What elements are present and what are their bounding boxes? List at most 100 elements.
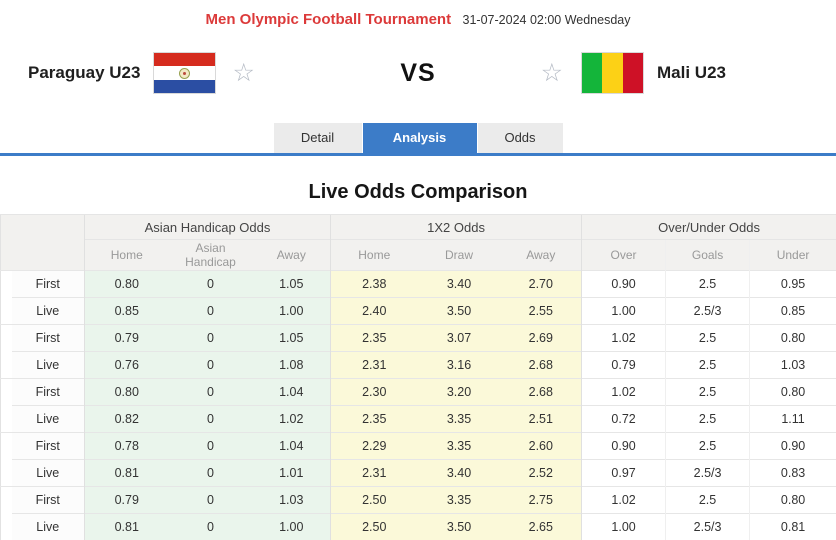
x12-odds-value: 2.52 [500, 459, 582, 487]
asian-handicap-odds-value: 0 [168, 378, 253, 406]
asian-handicap-odds-value: 1.05 [252, 270, 331, 298]
over-under-odds-value: 1.03 [749, 351, 836, 379]
group-header-over-under: Over/Under Odds [581, 214, 836, 240]
row-label-live: Live [11, 405, 85, 433]
over-under-odds-value: 0.95 [749, 270, 836, 298]
row-label-first: First [11, 378, 85, 406]
asian-handicap-odds-value: 1.04 [252, 378, 331, 406]
row-label-first: First [11, 324, 85, 352]
favorite-star-icon[interactable]: ☆ [232, 58, 255, 87]
bookmaker-cell [0, 486, 12, 540]
x12-odds-value: 2.29 [330, 432, 418, 460]
x12-odds-value: 3.35 [417, 405, 501, 433]
tournament-title: Men Olympic Football Tournament [205, 11, 452, 28]
asian-handicap-odds-value: 0.79 [84, 324, 169, 352]
over-under-odds-value: 1.02 [581, 324, 666, 352]
asian-handicap-odds-value: 1.01 [252, 459, 331, 487]
table-header: Asian Handicap Odds 1X2 Odds Over/Under … [0, 214, 836, 271]
tab-detail[interactable]: Detail [273, 123, 362, 153]
x12-odds-value: 3.35 [417, 432, 501, 460]
subheader-ah-handicap: Asian Handicap [168, 239, 253, 271]
group-header-1x2: 1X2 Odds [330, 214, 582, 240]
asian-handicap-odds-value: 0.81 [84, 459, 169, 487]
favorite-star-icon[interactable]: ☆ [540, 58, 564, 87]
x12-odds-value: 2.55 [500, 297, 582, 325]
away-team: ☆ Mali U23 [541, 52, 836, 94]
table-row: Live 0.81 0 1.00 2.50 3.50 2.65 1.00 2.5/3 0.81 [1, 513, 836, 540]
row-label-live: Live [11, 459, 85, 487]
x12-odds-value: 2.60 [500, 432, 582, 460]
asian-handicap-odds-value: 0.76 [84, 351, 169, 379]
group-header-asian-handicap: Asian Handicap Odds [83, 214, 331, 240]
row-label-first: First [11, 432, 85, 460]
x12-odds-value: 3.07 [417, 324, 501, 352]
x12-odds-value: 3.40 [417, 270, 501, 298]
x12-odds-value: 2.69 [500, 324, 582, 352]
tab-bar: Detail Analysis Odds [0, 123, 836, 156]
row-label-live: Live [11, 513, 85, 540]
subheader-ah-away: Away [252, 239, 331, 271]
row-label-first: First [11, 270, 85, 298]
table-row: Live 0.76 0 1.08 2.31 3.16 2.68 0.79 2.5 1.03 [1, 351, 836, 379]
match-teams-bar: Paraguay U23 ☆ VS ☆ Mali U23 [0, 45, 836, 101]
asian-handicap-odds-value: 1.03 [252, 486, 331, 514]
over-under-odds-value: 0.80 [749, 486, 836, 514]
subheader-ah-home: Home [84, 239, 169, 271]
subheader-ou-goals: Goals [665, 239, 750, 271]
over-under-odds-value: 0.83 [749, 459, 836, 487]
asian-handicap-odds-value: 1.05 [252, 324, 331, 352]
asian-handicap-odds-value: 0.79 [84, 486, 169, 514]
over-under-odds-value: 0.79 [581, 351, 666, 379]
table-row: First 0.80 0 1.04 2.30 3.20 2.68 1.02 2.5 0.80 [0, 378, 836, 433]
subheader-ou-over: Over [581, 239, 666, 271]
asian-handicap-odds-value: 1.02 [252, 405, 331, 433]
asian-handicap-odds-value: 0.78 [84, 432, 169, 460]
x12-odds-value: 2.75 [500, 486, 582, 514]
over-under-odds-value: 2.5 [665, 486, 750, 514]
x12-odds-value: 3.50 [417, 297, 501, 325]
subheader-ou-under: Under [749, 239, 836, 271]
x12-odds-value: 2.50 [330, 486, 418, 514]
table-row: Live 0.82 0 1.02 2.35 3.35 2.51 0.72 2.5 1.11 [1, 405, 836, 433]
odds-table-body: First 0.80 0 1.05 2.38 3.40 2.70 0.90 2.5 0.95 Liv… [0, 270, 836, 540]
asian-handicap-odds-value: 0 [168, 351, 253, 379]
over-under-odds-value: 2.5 [665, 432, 750, 460]
over-under-odds-value: 1.00 [581, 513, 666, 540]
table-row: Live 0.81 0 1.01 2.31 3.40 2.52 0.97 2.5/3 0.83 [1, 459, 836, 487]
bookmaker-cell [0, 324, 12, 379]
x12-odds-value: 2.65 [500, 513, 582, 540]
tab-underline [0, 153, 836, 156]
x12-odds-value: 2.50 [330, 513, 418, 540]
x12-odds-value: 3.16 [417, 351, 501, 379]
over-under-odds-value: 2.5/3 [665, 513, 750, 540]
over-under-odds-value: 2.5 [665, 270, 750, 298]
asian-handicap-odds-value: 1.00 [252, 513, 331, 540]
tab-analysis[interactable]: Analysis [362, 123, 477, 153]
paraguay-emblem-icon [179, 67, 191, 79]
x12-odds-value: 2.70 [500, 270, 582, 298]
x12-odds-value: 3.35 [417, 486, 501, 514]
over-under-odds-value: 2.5 [665, 324, 750, 352]
row-label-first: First [11, 486, 85, 514]
table-row: First 0.80 0 1.05 2.38 3.40 2.70 0.90 2.5 0.95 [0, 270, 836, 325]
asian-handicap-odds-value: 1.08 [252, 351, 331, 379]
asian-handicap-odds-value: 0 [168, 324, 253, 352]
page-header: Men Olympic Football Tournament 31-07-20… [0, 0, 836, 31]
home-team-name: Paraguay U23 [28, 63, 141, 82]
over-under-odds-value: 0.90 [581, 432, 666, 460]
x12-odds-value: 2.35 [330, 405, 418, 433]
tab-odds[interactable]: Odds [477, 123, 563, 153]
x12-odds-value: 3.50 [417, 513, 501, 540]
table-row: First 0.79 0 1.03 2.50 3.35 2.75 1.02 2.5 0.80 [0, 486, 836, 540]
subheader-1x2-home: Home [330, 239, 418, 271]
bookmaker-cell [0, 378, 12, 433]
x12-odds-value: 2.51 [500, 405, 582, 433]
asian-handicap-odds-value: 0.80 [84, 270, 169, 298]
asian-handicap-odds-value: 1.04 [252, 432, 331, 460]
over-under-odds-value: 0.90 [581, 270, 666, 298]
asian-handicap-odds-value: 0 [168, 432, 253, 460]
asian-handicap-odds-value: 0.81 [84, 513, 169, 540]
table-row: Live 0.85 0 1.00 2.40 3.50 2.55 1.00 2.5/3 0.85 [1, 297, 836, 325]
x12-odds-value: 2.68 [500, 351, 582, 379]
